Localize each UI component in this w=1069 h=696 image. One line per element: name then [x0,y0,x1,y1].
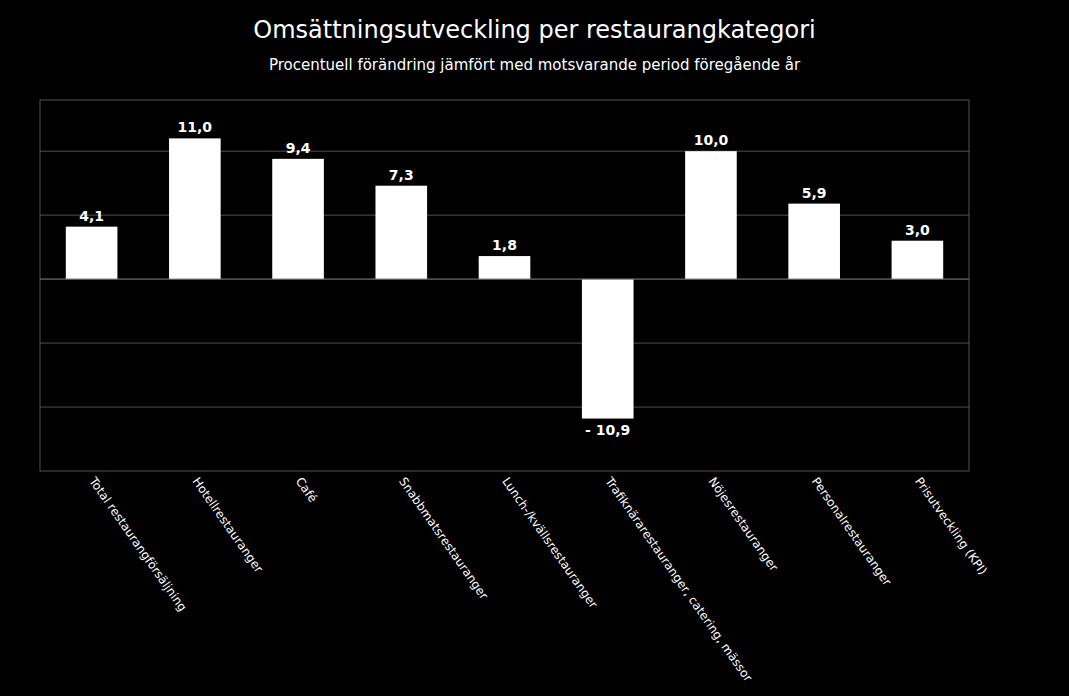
x-tick-label: Café [293,475,320,505]
x-tick-label: Nöjesrestauranger [706,475,781,574]
bar [479,256,531,279]
bar [788,204,840,279]
data-label: 3,0 [905,222,930,238]
title: Omsättningsutveckling per restaurangkate… [253,16,816,44]
bar [169,138,221,279]
x-axis: Total restaurangförsäljningHotellrestaur… [86,474,990,684]
zero-line [40,279,969,280]
x-tick-label: Prisutveckling (KPI) [912,475,990,578]
bar [375,186,427,279]
bars [66,138,943,418]
data-label: - 10,9 [585,422,630,438]
background [0,0,1069,696]
grid-line [40,407,969,408]
x-tick-label: Personalrestauranger [809,475,894,589]
x-tick-label: Snabbmatsrestauranger [396,475,491,602]
data-label: 9,4 [286,140,311,156]
x-tick-label: Total restaurangförsäljning [86,474,190,614]
x-tick-label: Hotellrestauranger [190,475,266,576]
subtitle: Procentuell förändring jämfört med motsv… [269,56,801,74]
bar [582,279,634,418]
plot-frame [40,100,969,471]
data-label: 5,9 [802,185,827,201]
data-label: 1,8 [492,237,517,253]
grid-line [40,343,969,344]
bar [272,159,324,279]
bar [892,241,944,279]
data-label: 11,0 [178,119,213,135]
data-label: 7,3 [389,167,414,183]
chart: Omsättningsutveckling per restaurangkate… [0,0,1069,696]
x-tick-label: Lunch-/kvällsrestauranger [499,475,600,611]
bar [66,227,118,279]
bar [685,151,737,279]
data-label: 4,1 [79,208,104,224]
grid-line [40,279,969,280]
data-label: 10,0 [694,132,729,148]
